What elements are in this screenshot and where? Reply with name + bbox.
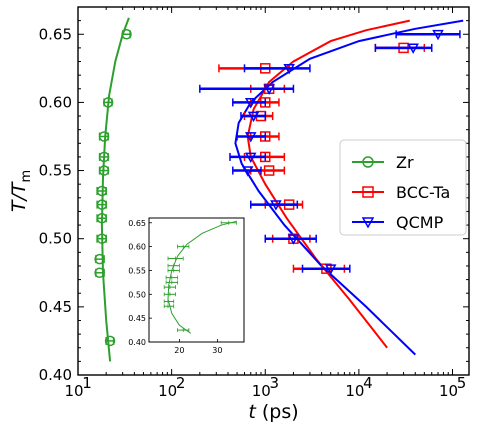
- legend: Zr BCC-Ta QCMP: [339, 139, 467, 236]
- data-point: [102, 97, 114, 108]
- inset-plot: 0.40 0.45 0.50 0.55 0.60 0.65 20 30: [128, 217, 245, 355]
- data-point: [247, 111, 260, 123]
- data-point: [244, 98, 257, 109]
- x-axis: 101 102 103 104 105: [64, 7, 466, 400]
- data-point: [98, 165, 110, 176]
- x-tick-label: 10: [64, 382, 83, 400]
- y-axis-title: T/Tm: [8, 170, 34, 212]
- y-axis-title-subscript: m: [19, 170, 34, 183]
- data-point: [241, 166, 254, 177]
- series-zr: [94, 29, 132, 347]
- series-qcmp: [199, 29, 461, 275]
- data-point: [121, 29, 132, 40]
- y-tick-label: 0.65: [39, 25, 72, 43]
- data-point: [94, 253, 105, 265]
- inset-y-tick-label: 0.60: [128, 243, 146, 252]
- y-tick-label: 0.55: [39, 162, 72, 180]
- plot-frame: [77, 6, 470, 376]
- data-point: [96, 185, 108, 197]
- x-tick-label: 10: [439, 382, 458, 400]
- x-tick-label-exponent: 3: [269, 374, 279, 392]
- data-point: [407, 43, 419, 54]
- data-point: [96, 233, 108, 244]
- y-axis-title-main: T/T: [8, 181, 30, 212]
- data-point: [104, 335, 116, 347]
- data-point: [263, 84, 275, 95]
- inset-y-tick-label: 0.45: [128, 314, 146, 323]
- inset-x-tick-label: 30: [212, 346, 222, 355]
- legend-marker: [362, 156, 374, 168]
- main-plot: 101 102 103 104 1050.400.450.500.550.600.65t…: [8, 6, 470, 423]
- x-tick-label-exponent: 1: [82, 374, 92, 392]
- y-tick-label: 0.40: [39, 366, 72, 384]
- legend-marker: [362, 186, 374, 198]
- x-tick-label: 10: [158, 382, 177, 400]
- x-tick-label: 10: [345, 382, 364, 400]
- x-tick-label-exponent: 2: [176, 374, 186, 392]
- x-tick-label-exponent: 4: [363, 374, 373, 392]
- legend-label: Zr: [396, 153, 414, 172]
- x-axis-title-unit: (ps): [256, 401, 299, 423]
- x-axis-title-symbol: t: [248, 401, 257, 423]
- data-point: [98, 151, 110, 163]
- x-tick-label-exponent: 5: [457, 374, 467, 392]
- x-tick-label: 10: [252, 382, 271, 400]
- data-point: [96, 199, 108, 210]
- y-axis: 0.40 0.45 0.50 0.55 0.60 0.65: [39, 6, 469, 384]
- data-point: [324, 264, 337, 275]
- y-tick-label: 0.50: [39, 230, 72, 248]
- plot-area: [94, 17, 464, 362]
- y-tick-label: 0.45: [39, 298, 72, 316]
- inset-y-tick-label: 0.65: [128, 219, 146, 228]
- data-point: [287, 234, 300, 245]
- data-point: [96, 213, 108, 224]
- inset-frame: [148, 217, 245, 343]
- inset-y-tick-label: 0.50: [128, 290, 146, 299]
- data-point: [283, 63, 295, 75]
- legend-marker: [361, 217, 375, 229]
- data-point: [432, 29, 444, 41]
- inset-y-tick-label: 0.55: [128, 266, 146, 275]
- data-point: [263, 165, 275, 176]
- x-axis-title: t (ps): [248, 401, 298, 423]
- y-tick-label: 0.60: [39, 93, 72, 111]
- data-point: [244, 132, 257, 143]
- legend-label: BCC-Ta: [396, 183, 450, 202]
- legend-box: [339, 139, 467, 236]
- inset-y-tick-label: 0.40: [128, 338, 146, 347]
- data-point: [98, 131, 110, 142]
- inset-x-tick-label: 20: [174, 346, 184, 355]
- data-point: [244, 152, 257, 163]
- data-point: [94, 267, 105, 279]
- data-point: [270, 200, 282, 211]
- legend-label: QCMP: [396, 213, 444, 232]
